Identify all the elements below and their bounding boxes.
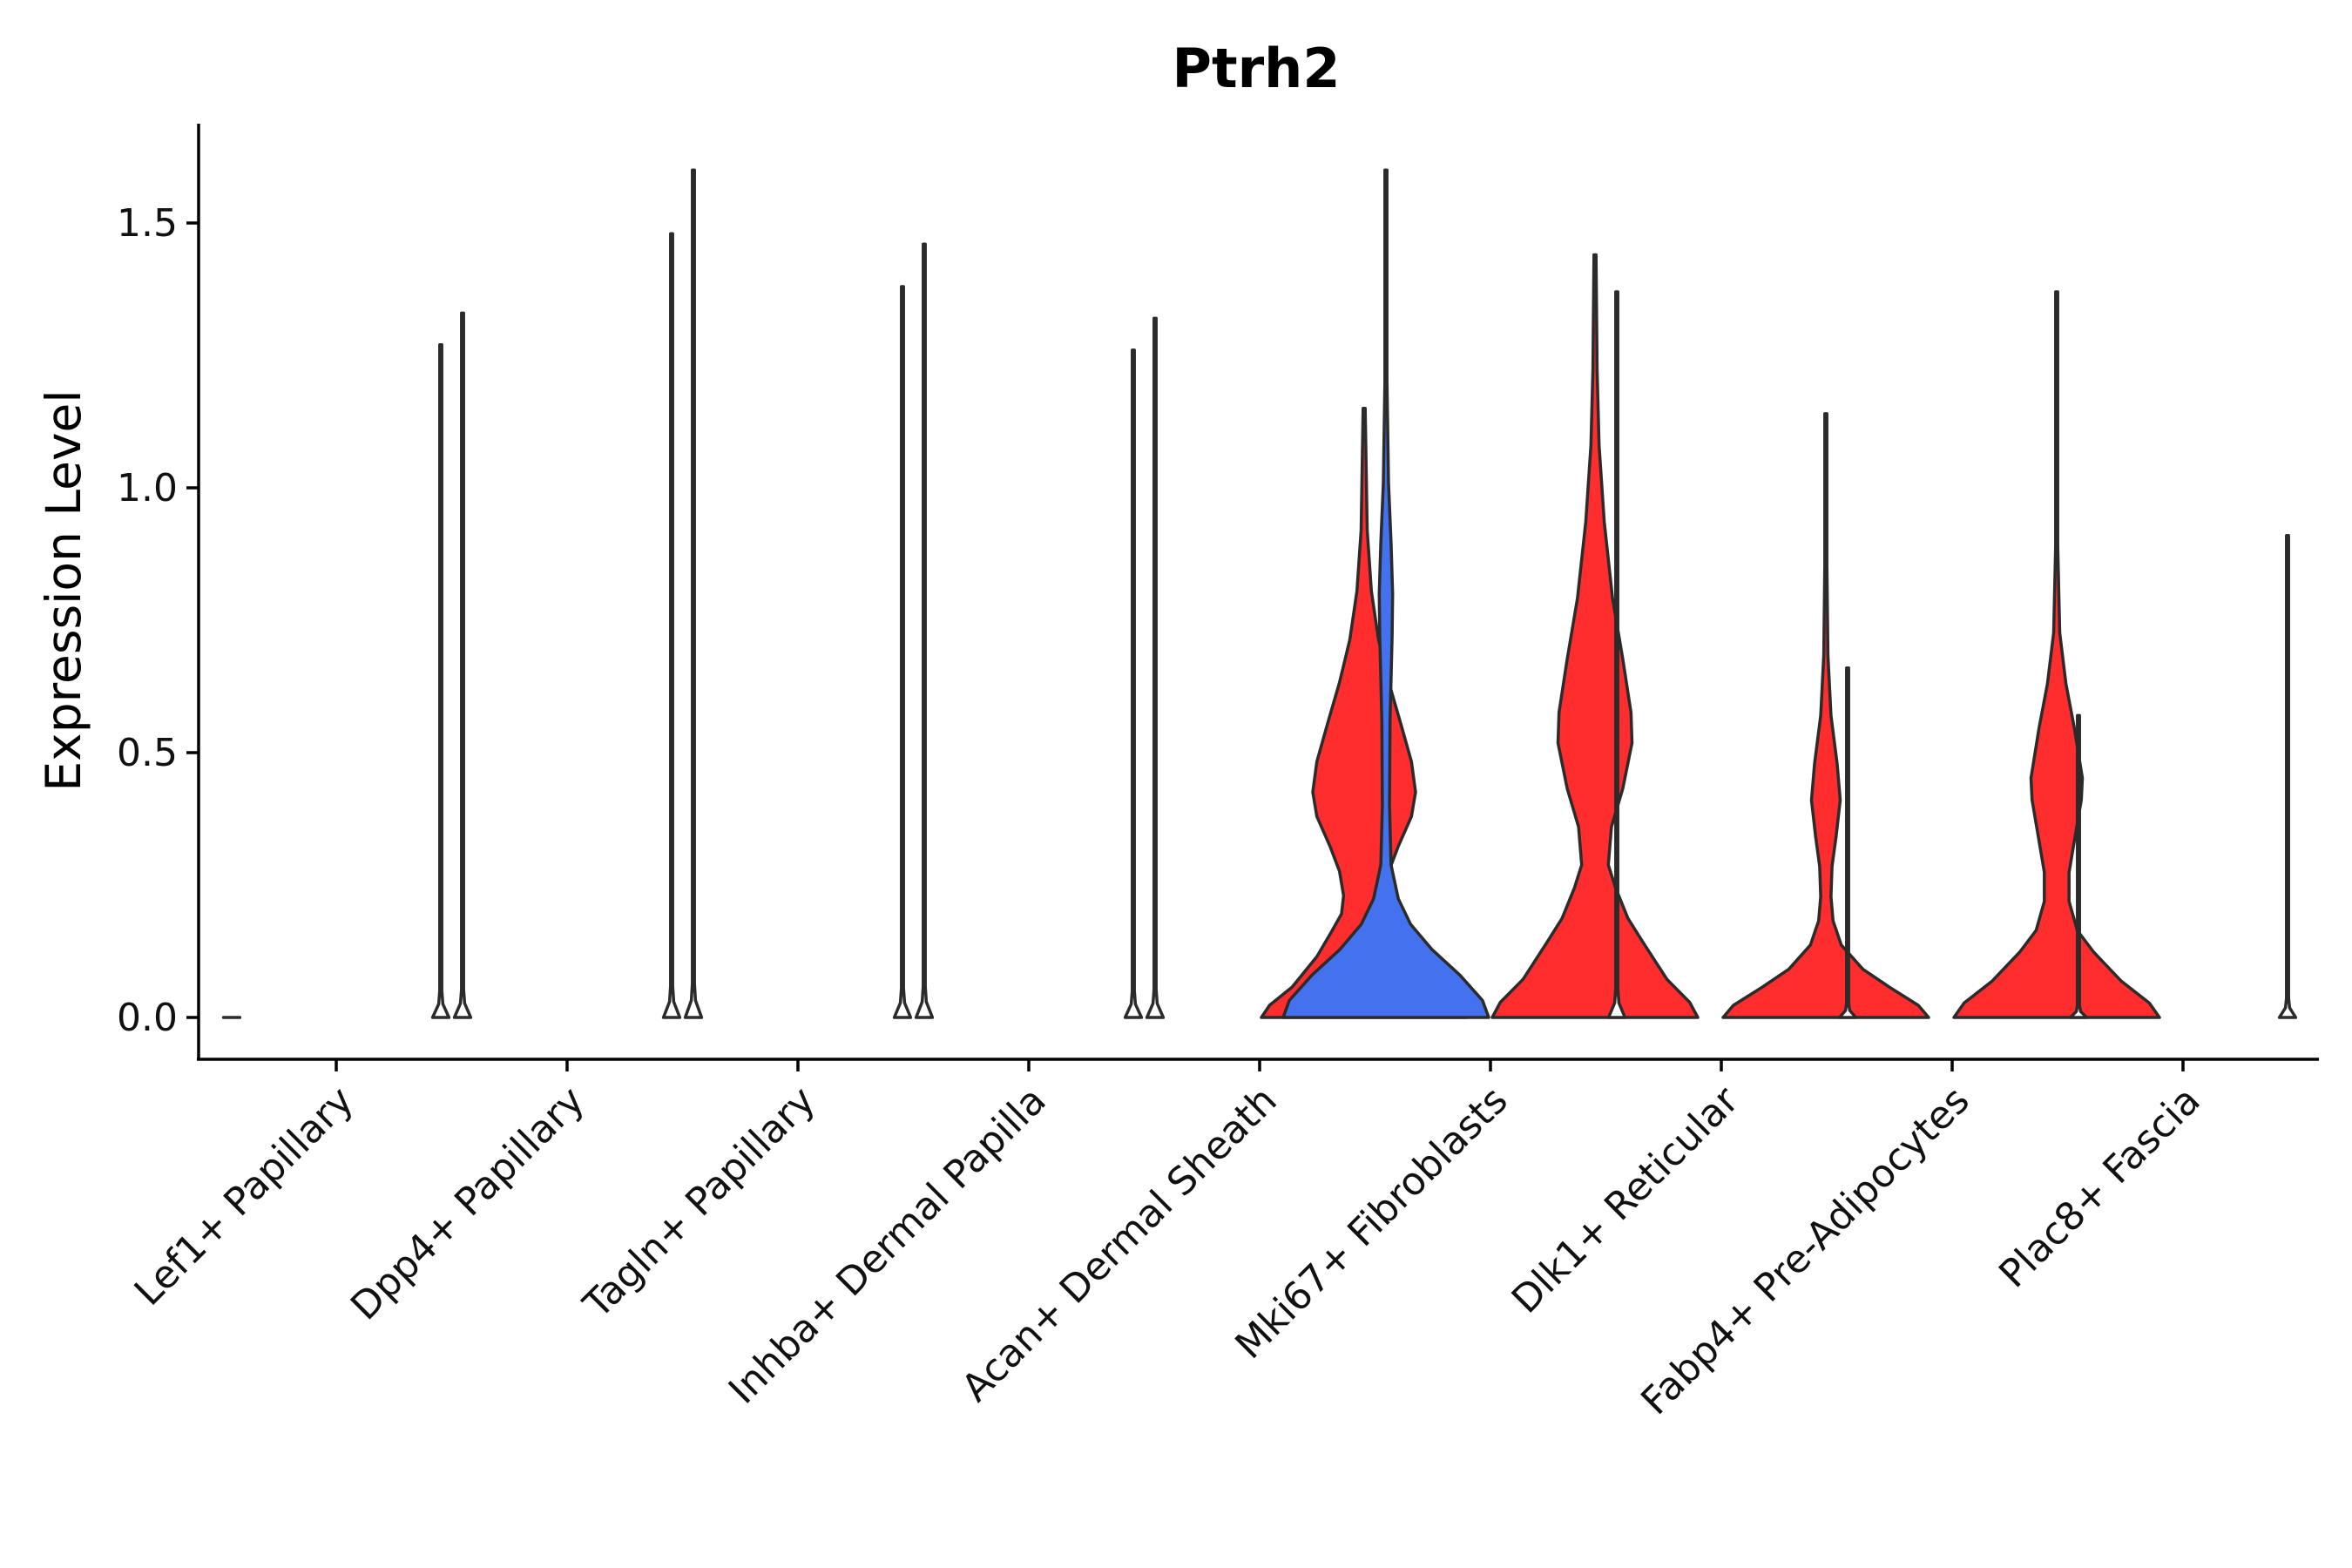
x-tick-label: Dlk1+ Reticular bbox=[1504, 1078, 1748, 1322]
violin-2-left bbox=[452, 311, 473, 1019]
y-tick-label: 0.5 bbox=[117, 731, 178, 775]
x-tick-label: Dpp4+ Papillary bbox=[342, 1078, 593, 1329]
violin-9-right bbox=[2277, 533, 2298, 1019]
violin-9-left bbox=[2068, 713, 2089, 1019]
x-tick-label: Plac8+ Fascia bbox=[1990, 1078, 2209, 1297]
x-tick-label: Tagln+ Papillary bbox=[575, 1078, 824, 1328]
violin-8-left bbox=[1837, 666, 1858, 1019]
axes bbox=[197, 124, 2319, 1061]
violin-1-right bbox=[430, 343, 451, 1019]
y-axis-label: Expression Level bbox=[36, 389, 91, 791]
violin-5-left bbox=[1145, 316, 1166, 1019]
violin-4-left bbox=[914, 242, 935, 1019]
violin-7-left bbox=[1606, 290, 1627, 1019]
violin-7-right bbox=[1721, 412, 1930, 1019]
y-ticks: 0.0 0.5 1.0 1.5 bbox=[117, 201, 199, 1040]
violin-4-right bbox=[1123, 348, 1144, 1019]
violin-2-right bbox=[661, 232, 682, 1019]
violin-6-right bbox=[1490, 253, 1700, 1019]
violin-3-left bbox=[683, 168, 704, 1019]
y-tick-label: 1.0 bbox=[117, 466, 178, 510]
y-tick-label: 0.0 bbox=[117, 996, 178, 1040]
violin-6-left bbox=[1281, 168, 1490, 1019]
y-tick-label: 1.5 bbox=[117, 201, 178, 246]
violin-3-right bbox=[892, 285, 913, 1019]
violin-group bbox=[221, 168, 2298, 1019]
chart-title: Ptrh2 bbox=[1173, 37, 1341, 100]
x-tick-label: Lef1+ Papillary bbox=[126, 1078, 362, 1315]
violin-8-right bbox=[1952, 290, 2161, 1019]
